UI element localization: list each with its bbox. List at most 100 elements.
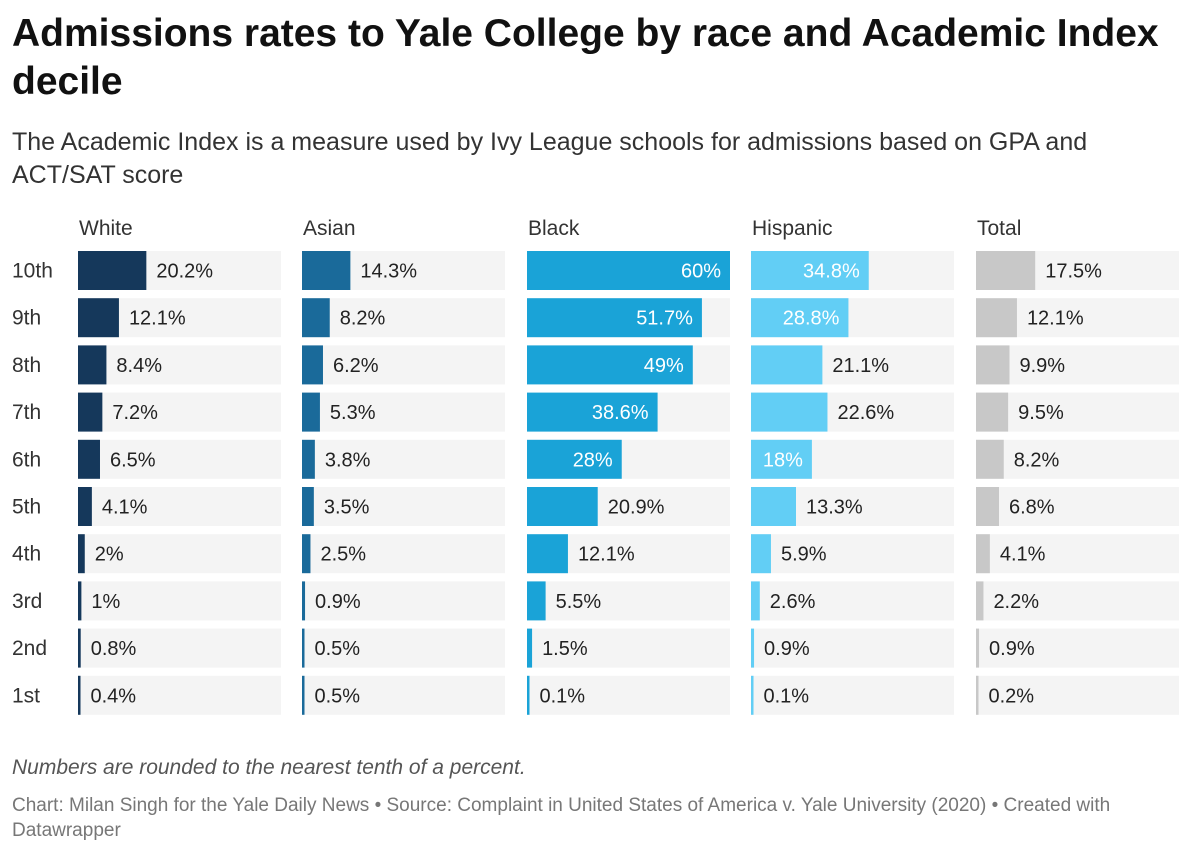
bar-white-4th (78, 534, 85, 574)
bar-track-white-3rd (78, 581, 281, 621)
bar-total-9th (976, 298, 1017, 338)
data-label-white-5th: 4.1% (102, 497, 148, 519)
data-label-hispanic-5th: 13.3% (806, 497, 863, 519)
bar-track-asian-6th (302, 439, 505, 479)
data-label-hispanic-4th: 5.9% (781, 544, 827, 566)
bar-black-9th (527, 298, 702, 338)
bar-black-8th (527, 345, 693, 385)
bar-asian-5th (302, 487, 314, 526)
data-label-asian-10th: 14.3% (360, 261, 417, 283)
bar-white-6th (78, 439, 100, 479)
data-label-white-3rd: 1% (91, 591, 120, 613)
bar-asian-9th (302, 298, 330, 338)
bar-track-total-1st (976, 675, 1179, 715)
bar-asian-1st (302, 675, 305, 715)
bar-asian-10th (302, 251, 351, 290)
category-label-2nd: 2nd (12, 637, 47, 660)
bar-hispanic-9th (751, 298, 849, 338)
data-label-asian-2nd: 0.5% (315, 638, 361, 660)
category-label-10th: 10th (12, 260, 53, 283)
bar-hispanic-4th (751, 534, 771, 574)
category-label-6th: 6th (12, 448, 41, 471)
data-label-black-2nd: 1.5% (542, 638, 588, 660)
data-label-total-9th: 12.1% (1027, 308, 1084, 330)
data-label-hispanic-7th: 22.6% (837, 402, 894, 424)
bar-asian-2nd (302, 628, 305, 668)
bar-track-white-5th (78, 487, 281, 526)
data-label-black-6th: 28% (573, 449, 613, 471)
bar-hispanic-1st (751, 675, 754, 715)
bar-asian-4th (302, 534, 311, 574)
data-label-total-1st: 0.2% (989, 685, 1035, 707)
bar-asian-3rd (302, 581, 306, 621)
data-label-hispanic-9th: 28.8% (783, 308, 840, 330)
bar-black-4th (527, 534, 568, 574)
bar-chart: 10th 9th 8th 7th 6th 5th 4th 3rd 2nd 1st White 20.2… (12, 217, 1179, 715)
bar-black-1st (527, 675, 530, 715)
data-label-hispanic-1st: 0.1% (764, 685, 810, 707)
data-label-white-9th: 12.1% (129, 308, 186, 330)
bar-total-7th (976, 392, 1009, 432)
data-label-asian-4th: 2.5% (320, 544, 366, 566)
bar-track-total-7th (976, 392, 1179, 432)
data-label-white-8th: 8.4% (116, 355, 162, 377)
bar-hispanic-6th (751, 439, 812, 479)
bar-track-total-8th (976, 345, 1179, 385)
bar-total-10th (976, 251, 1036, 290)
data-label-black-9th: 51.7% (636, 308, 693, 330)
footnote: Numbers are rounded to the nearest tenth… (12, 756, 526, 779)
bar-black-2nd (527, 628, 533, 668)
bar-white-7th (78, 392, 103, 432)
bar-track-white-8th (78, 345, 281, 385)
series-header-hispanic: Hispanic (752, 217, 833, 240)
data-label-black-7th: 38.6% (592, 402, 649, 424)
data-label-white-4th: 2% (95, 544, 124, 566)
category-label-5th: 5th (12, 496, 41, 519)
category-label-9th: 9th (12, 307, 41, 330)
data-label-total-3rd: 2.2% (993, 591, 1039, 613)
data-label-white-1st: 0.4% (91, 685, 137, 707)
bar-white-2nd (78, 628, 81, 668)
bar-track-hispanic-2nd (751, 628, 954, 668)
bar-total-2nd (976, 628, 980, 668)
bar-track-white-7th (78, 392, 281, 432)
series-header-white: White (79, 217, 133, 240)
bar-track-total-4th (976, 534, 1179, 574)
data-label-total-10th: 17.5% (1045, 261, 1102, 283)
bar-white-8th (78, 345, 107, 385)
data-label-total-7th: 9.5% (1018, 402, 1064, 424)
bar-track-total-5th (976, 487, 1179, 526)
data-label-asian-7th: 5.3% (330, 402, 376, 424)
bar-hispanic-3rd (751, 581, 760, 621)
bar-hispanic-7th (751, 392, 828, 432)
data-label-black-5th: 20.9% (608, 497, 665, 519)
bar-track-white-6th (78, 439, 281, 479)
bar-black-7th (527, 392, 658, 432)
series-header-total: Total (977, 217, 1021, 240)
bar-track-hispanic-4th (751, 534, 954, 574)
data-label-white-2nd: 0.8% (91, 638, 137, 660)
bar-track-asian-4th (302, 534, 505, 574)
data-label-total-5th: 6.8% (1009, 497, 1055, 519)
data-label-black-3rd: 5.5% (556, 591, 602, 613)
bar-track-white-2nd (78, 628, 281, 668)
data-label-asian-3rd: 0.9% (315, 591, 361, 613)
data-label-total-8th: 9.9% (1019, 355, 1065, 377)
bar-hispanic-8th (751, 345, 823, 385)
bar-asian-6th (302, 439, 315, 479)
bar-total-1st (976, 675, 979, 715)
data-label-white-6th: 6.5% (110, 449, 156, 471)
data-label-asian-1st: 0.5% (315, 685, 361, 707)
bar-track-black-3rd (527, 581, 730, 621)
bar-white-10th (78, 251, 147, 290)
bar-track-total-2nd (976, 628, 1179, 668)
bar-track-white-4th (78, 534, 281, 574)
category-label-1st: 1st (12, 684, 40, 707)
category-label-7th: 7th (12, 401, 41, 424)
data-label-black-4th: 12.1% (578, 544, 635, 566)
bar-black-6th (527, 439, 622, 479)
data-label-black-10th: 60% (681, 261, 721, 283)
bar-total-3rd (976, 581, 984, 621)
bar-track-asian-7th (302, 392, 505, 432)
bar-track-asian-2nd (302, 628, 505, 668)
